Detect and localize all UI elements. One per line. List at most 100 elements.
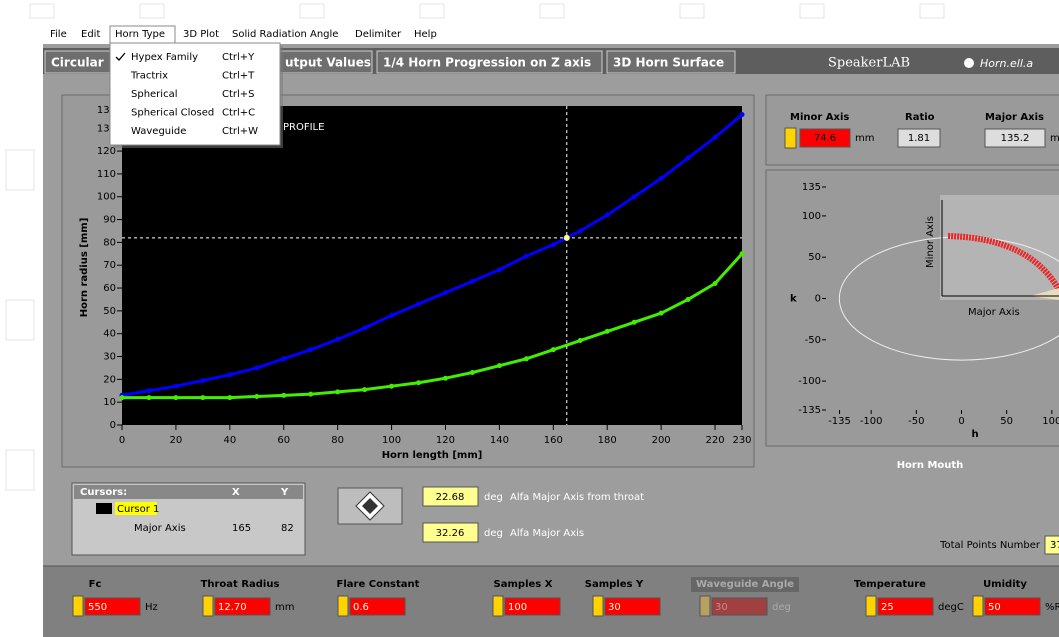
control-field[interactable] (877, 597, 934, 616)
dropdown-shortcut: Ctrl+W (222, 126, 258, 137)
x-tick-label: -135 (828, 416, 851, 427)
y-axis-label: k (790, 294, 797, 305)
angle-label: Alfa Major Axis (510, 528, 584, 539)
data-point (469, 370, 475, 375)
data-point (523, 356, 529, 362)
dropdown-shortcut: Ctrl+T (222, 71, 255, 82)
data-point (712, 134, 718, 140)
data-point (658, 175, 664, 181)
x-tick-label: 160 (544, 435, 563, 446)
menu-item[interactable]: Delimiter (355, 29, 402, 40)
angle-label: Alfa Major Axis from throat (510, 492, 644, 503)
menu-item[interactable]: 3D Plot (183, 29, 219, 40)
axis-value: 135.2 (1001, 133, 1030, 144)
data-point (604, 212, 610, 218)
y-tick-label: 120 (97, 146, 116, 157)
row-name: Major Axis (134, 523, 186, 534)
spinner[interactable] (784, 127, 797, 149)
cursor-header (74, 485, 303, 499)
menu-item[interactable]: Solid Radiation Angle (232, 29, 338, 40)
dropdown-item[interactable]: Tractrix (130, 71, 168, 82)
dropdown-shortcut: Ctrl+S (222, 89, 255, 100)
control-field[interactable] (604, 597, 661, 616)
spinner[interactable] (592, 595, 604, 617)
menu-item[interactable]: Edit (81, 29, 100, 40)
control-value: 50 (988, 602, 1001, 613)
data-point (712, 280, 718, 286)
control-unit: %RH (1045, 602, 1059, 613)
spinner[interactable] (865, 595, 877, 617)
desktop-icons (5, 3, 945, 491)
data-point (577, 228, 583, 234)
x-tick-label: -50 (908, 416, 924, 427)
control-value: 550 (88, 602, 107, 613)
spinner[interactable] (492, 595, 504, 617)
axis-field (799, 128, 851, 148)
y-tick-label: 100 (97, 192, 116, 203)
inset-x-label: Major Axis (968, 307, 1020, 318)
data-point (200, 395, 206, 401)
file-name: Horn.ell.a (980, 57, 1033, 70)
control-field[interactable] (349, 597, 406, 616)
dropdown-item[interactable]: Spherical Closed (131, 108, 214, 119)
data-point (254, 365, 260, 371)
dropdown-item[interactable]: Spherical (131, 89, 177, 100)
y-tick-label: 30 (103, 352, 116, 363)
tab-label: 3D Horn Surface (613, 56, 724, 70)
data-point (173, 395, 179, 401)
data-point (308, 347, 314, 353)
control-label: Samples Y (585, 579, 644, 590)
axis-field (897, 128, 941, 148)
y-tick-label: 90 (103, 215, 116, 226)
data-point (442, 290, 448, 296)
angle-unit: deg (484, 492, 503, 503)
x-axis-label: Horn length [mm] (382, 450, 483, 461)
y-tick-label: -50 (805, 335, 821, 346)
dropdown (109, 42, 281, 146)
x-tick-label: 60 (277, 435, 290, 446)
x-tick-label: 100 (1042, 416, 1059, 427)
dropdown-item[interactable]: Hypex Family (131, 52, 198, 63)
data-point (335, 389, 341, 395)
data-point (577, 338, 583, 344)
dropdown-shortcut: Ctrl+Y (222, 52, 255, 63)
axis-field (984, 128, 1046, 148)
control-value: 30 (715, 602, 728, 613)
cursor-point (563, 234, 570, 241)
spinner[interactable] (72, 595, 84, 617)
x-tick-label: 80 (331, 435, 344, 446)
control-field[interactable] (984, 597, 1041, 616)
mouth-chart: -135-100-50050100135-135-100-50050100135… (790, 182, 1059, 471)
axis-value: 1.81 (908, 133, 930, 144)
data-point (739, 251, 745, 257)
y-tick-label: 135 (802, 182, 821, 193)
axis-value: 74.6 (814, 133, 836, 144)
x-tick-label: -100 (860, 416, 883, 427)
data-point (227, 395, 233, 401)
spinner[interactable] (202, 595, 214, 617)
y-tick-label: 10 (103, 397, 116, 408)
axis-label: Minor Axis (790, 112, 849, 123)
control-field[interactable] (504, 597, 561, 616)
control-field[interactable] (214, 597, 271, 616)
tab[interactable] (606, 50, 736, 74)
data-point (362, 325, 368, 331)
menu-item[interactable]: Help (414, 29, 437, 40)
menu-item[interactable]: Horn Type (115, 29, 165, 40)
data-point (362, 387, 368, 393)
dropdown-item[interactable]: Waveguide (131, 126, 186, 137)
control-field[interactable] (84, 597, 141, 616)
data-point (173, 383, 179, 389)
spinner[interactable] (337, 595, 349, 617)
x-tick-label: 120 (436, 435, 455, 446)
y-tick-label: 40 (103, 329, 116, 340)
tab[interactable] (376, 50, 603, 74)
axis-label: Major Axis (985, 112, 1044, 123)
spinner[interactable] (972, 595, 984, 617)
cursor-name[interactable]: Cursor 1 (117, 504, 159, 515)
nav-icon (355, 491, 385, 521)
spinner[interactable] (699, 595, 711, 617)
data-point (496, 267, 502, 273)
menu-item[interactable]: File (50, 29, 67, 40)
